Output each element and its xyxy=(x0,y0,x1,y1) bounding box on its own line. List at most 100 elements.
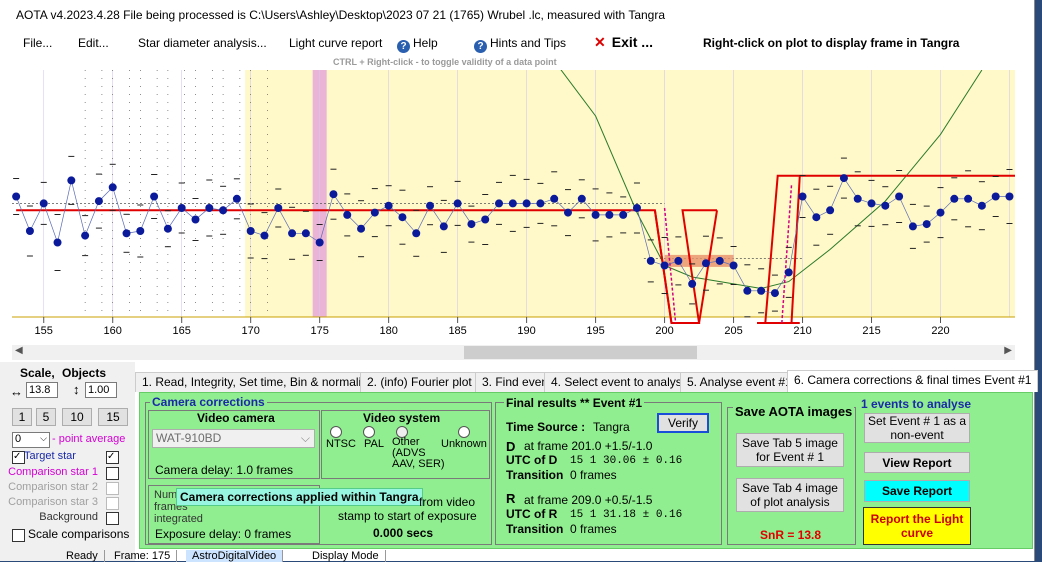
data-point xyxy=(936,208,945,217)
help-menu[interactable]: ? Help xyxy=(397,36,438,53)
data-point xyxy=(632,204,641,212)
scroll-right-arrow-icon[interactable]: ▶ xyxy=(1004,345,1012,356)
data-point xyxy=(536,199,545,208)
tab-4[interactable]: 4. Select event to analyse xyxy=(544,372,696,392)
verify-button[interactable]: Verify xyxy=(657,413,709,433)
tab-5[interactable]: 5. Analyse event #1 xyxy=(680,372,799,392)
target-star-plot-checkbox[interactable]: ✓ xyxy=(106,451,119,464)
snr-value: SnR = 13.8 xyxy=(760,528,822,542)
tab-2[interactable]: 2. (info) Fourier plot xyxy=(360,372,479,392)
x-scale-input[interactable] xyxy=(26,382,58,398)
object-checkbox-3[interactable] xyxy=(106,497,119,510)
data-point xyxy=(908,222,917,231)
utc-d-value: 15 1 30.06 ± 0.16 xyxy=(570,455,683,467)
data-point xyxy=(757,286,766,295)
final-results-title: Final results ** Event #1 xyxy=(504,396,645,410)
scale-button-1[interactable]: 1 xyxy=(12,408,32,426)
data-point xyxy=(481,215,490,224)
data-point xyxy=(701,259,710,268)
exit-menu[interactable]: ✕ Exit ... xyxy=(594,34,653,51)
data-point xyxy=(743,286,752,295)
scale-button-5[interactable]: 5 xyxy=(36,408,56,426)
data-point xyxy=(343,210,352,219)
data-point xyxy=(412,229,421,238)
data-point xyxy=(94,197,103,206)
time-source-label: Time Source : xyxy=(506,420,586,434)
plot-svg[interactable]: 155 160 165 170 175 180 185 190 195 200 205 210 215 2… xyxy=(12,0,1016,345)
video-system-radio-3[interactable] xyxy=(396,426,408,438)
plot-yellow-region xyxy=(245,70,1016,317)
scroll-left-arrow-icon[interactable]: ◀ xyxy=(15,345,23,356)
data-point xyxy=(315,238,324,247)
data-point xyxy=(660,261,669,270)
save-report-button[interactable]: Save Report xyxy=(864,480,970,502)
scroll-thumb[interactable] xyxy=(464,346,697,359)
object-checkbox-1[interactable] xyxy=(106,467,119,480)
plot-scrollbar[interactable]: ◀ ▶ xyxy=(12,345,1015,360)
data-point xyxy=(770,289,779,298)
video-system-group xyxy=(321,410,490,479)
edit-menu[interactable]: Edit... xyxy=(78,36,109,50)
average-select[interactable]: 0 ⌵ xyxy=(12,432,50,448)
camera-corrections-tooltip: Camera corrections applied within Tangra xyxy=(176,488,423,506)
video-system-radio-4[interactable] xyxy=(458,426,470,438)
object-label-4: Background xyxy=(39,511,98,523)
view-report-button[interactable]: View Report xyxy=(864,452,970,473)
set-non-event-button[interactable]: Set Event # 1 as a non-event xyxy=(864,413,970,443)
transition-d-value: 0 frames xyxy=(570,468,617,482)
x-tick-label: 185 xyxy=(448,325,466,337)
help-icon: ? xyxy=(397,40,410,53)
hints-label: Hints and Tips xyxy=(490,36,567,50)
scale-comparisons-checkbox[interactable] xyxy=(12,529,25,542)
light-curve-report-menu[interactable]: Light curve report xyxy=(289,36,383,50)
scale-button-10[interactable]: 10 xyxy=(62,408,92,426)
d-dotted xyxy=(663,207,677,324)
stamp-value: 0.000 secs xyxy=(373,526,434,540)
video-system-label-3: Other (ADVS AAV, SER) xyxy=(392,436,445,470)
average-label: - point average xyxy=(52,433,126,445)
r-label: R xyxy=(506,491,516,506)
tab-1[interactable]: 1. Read, Integrity, Set time, Bin & norm… xyxy=(135,372,381,392)
video-camera-title: Video camera xyxy=(195,411,277,425)
data-point xyxy=(329,190,338,199)
object-checkbox-2[interactable] xyxy=(106,482,119,495)
window-title: AOTA v4.2023.4.28 File being processed i… xyxy=(16,8,666,22)
data-point xyxy=(895,192,904,201)
data-point xyxy=(453,199,462,208)
file-menu[interactable]: File... xyxy=(23,36,53,50)
save-images-group xyxy=(727,407,856,545)
save-tab5-image-button[interactable]: Save Tab 5 image for Event # 1 xyxy=(736,433,844,467)
d-label: D xyxy=(506,439,516,454)
data-point xyxy=(398,213,407,222)
hints-menu[interactable]: ? Hints and Tips xyxy=(474,36,566,53)
data-point xyxy=(39,199,48,208)
save-tab4-image-button[interactable]: Save Tab 4 image of plot analysis xyxy=(736,478,844,512)
data-point xyxy=(288,229,297,238)
x-tick-label: 170 xyxy=(241,325,259,337)
star-diameter-menu[interactable]: Star diameter analysis... xyxy=(138,36,267,50)
video-system-radio-2[interactable] xyxy=(363,426,375,438)
object-checkbox-4[interactable] xyxy=(106,512,119,525)
data-point xyxy=(522,199,531,208)
data-point xyxy=(163,224,172,233)
data-point xyxy=(232,194,241,203)
report-light-curve-button[interactable]: Report the Light curve xyxy=(863,507,971,545)
data-point xyxy=(495,199,504,208)
video-system-radio-1[interactable] xyxy=(330,426,342,438)
data-point xyxy=(12,192,21,201)
camera-corrections-panel: Camera corrections Video camera WAT-910B… xyxy=(139,392,1033,549)
data-point xyxy=(108,183,117,192)
data-point xyxy=(964,194,973,203)
target-star-checkbox[interactable]: ✓ xyxy=(12,451,25,464)
title-bar: AOTA v4.2023.4.28 File being processed i… xyxy=(0,0,1034,30)
data-point xyxy=(81,231,90,240)
object-label-3: Comparison star 3 xyxy=(8,496,98,508)
fit-line-r xyxy=(764,174,1015,324)
y-scale-input[interactable] xyxy=(85,382,117,398)
light-curve-plot[interactable]: 155 160 165 170 175 180 185 190 195 200 205 210 215 2… xyxy=(12,0,1016,345)
r-frame: at frame 209.0 +0.5/-1.5 xyxy=(524,493,653,507)
camera-model-select[interactable]: WAT-910BD ⌵ xyxy=(152,429,315,448)
utc-r-value: 15 1 31.18 ± 0.16 xyxy=(570,509,683,521)
tab-6[interactable]: 6. Camera corrections & final times Even… xyxy=(787,370,1039,392)
scale-button-15[interactable]: 15 xyxy=(98,408,128,426)
